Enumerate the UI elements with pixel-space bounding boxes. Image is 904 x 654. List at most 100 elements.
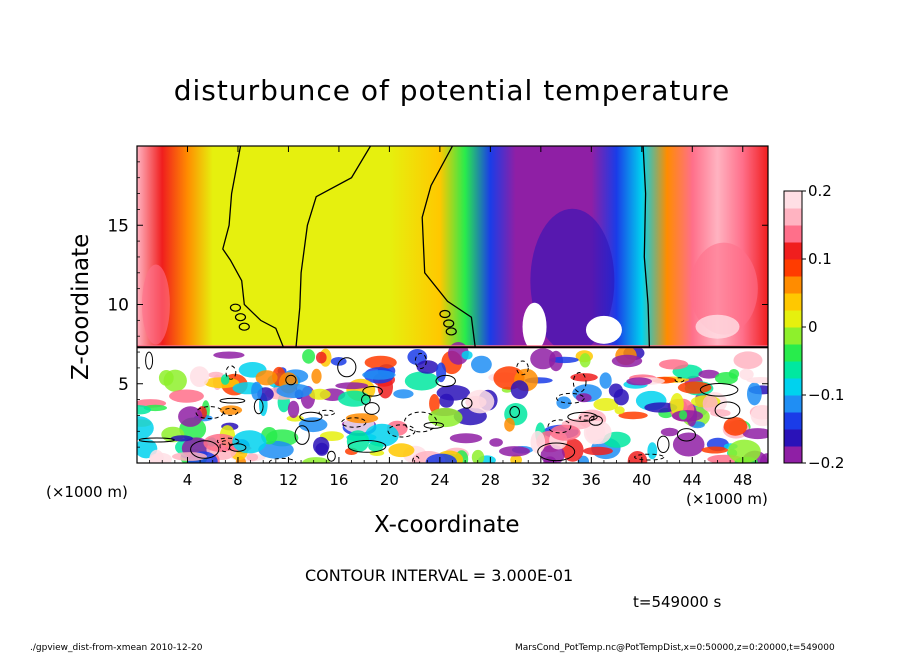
zero-contour [642,146,651,348]
boundary-layer-blob [309,388,331,400]
boundary-layer-blob [416,360,439,374]
boundary-layer-blob [583,446,613,456]
small-contour [234,313,247,322]
turbulent-contour [537,442,576,462]
boundary-layer-blob [530,430,546,454]
boundary-layer-blob [723,417,748,436]
boundary-layer-blob [583,420,606,445]
turbulent-contour [285,374,297,386]
turbulent-contour [516,360,529,376]
x-tick-label: 4 [183,471,193,489]
boundary-layer-blob [429,394,440,414]
turbulent-contour [318,409,335,416]
x-unit-label-left: (×1000 m) [46,483,128,501]
boundary-layer-blob [204,377,240,389]
boundary-layer-blob [742,428,768,440]
contour-lines [137,146,768,463]
boundary-layer-blob [670,393,684,416]
boundary-layer-blob [362,370,396,380]
boundary-layer-blob [213,351,245,359]
boundary-layer-blob [701,446,729,454]
turbulent-contour [229,443,247,452]
colorbar-band [784,344,802,362]
boundary-layer-blob [404,371,439,391]
boundary-layer-blob [698,369,720,379]
x-tick-label: 48 [733,471,752,489]
boundary-layer-blob [614,406,625,415]
pink-patch [689,242,758,335]
boundary-layer-blob [618,411,648,420]
turbulent-contour [714,401,741,419]
x-unit-label-right: (×1000 m) [686,490,768,508]
boundary-layer-blob [550,424,581,441]
time-label: t=549000 s [633,593,722,611]
x-tick-label: 32 [531,471,550,489]
boundary-layer-blob [368,441,384,452]
y-axis-label: Z-coordinate [68,233,94,380]
boundary-layer-blob [733,351,763,370]
colorbar-tick-label: 0.2 [808,182,832,200]
turbulent-contour [364,402,380,415]
boundary-layer-blob [471,355,492,374]
x-tick-label: 24 [430,471,449,489]
boundary-layer-blob [276,383,313,399]
boundary-layer-blob [727,439,761,463]
turbulent-contour [461,397,473,409]
boundary-layer-blob [316,351,327,364]
turbulent-contour [556,392,585,404]
boundary-layer-blob [489,438,503,447]
turbulent-contour [572,372,587,393]
boundary-layer-blob [246,453,259,462]
turbulent-contour [216,437,240,445]
boundary-layer-blob [599,372,612,389]
small-contour [445,327,457,336]
turbulent-contour [268,457,297,463]
colorbar-band [784,378,802,396]
boundary-layer-blob [425,453,457,463]
white-pocket [585,315,622,344]
colorbar-tick-label: 0.1 [808,250,832,268]
turbulent-contour [674,377,685,383]
turbulent-contour [509,406,521,418]
boundary-layer-blob [407,349,428,365]
turbulent-contour [362,386,383,397]
x-tick-label: 16 [329,471,348,489]
turbulent-contour [341,417,367,428]
zero-contour [421,146,476,348]
turbulent-contour [337,357,357,378]
boundary-layer-blob [750,405,768,427]
colorbar-tick-label: 0 [808,318,818,336]
small-contour [439,309,451,319]
turbulent-contour [294,425,310,445]
turbulent-contour [219,397,246,404]
boundary-layer-blob [739,368,754,381]
boundary-layer-blob [251,381,263,401]
colorbar-band [784,242,802,260]
y-tick-label: 15 [107,216,129,236]
y-axis: 5 10 15 [107,161,768,448]
boundary-layer-blob [679,410,688,420]
boundary-layer-blob [613,389,629,406]
colorbar: 0.2 0.1 0 −0.1 −0.2 [783,182,844,472]
x-tick-label: 36 [582,471,601,489]
boundary-layer-blob [471,449,485,463]
upper-field-colormap [137,146,768,348]
boundary-layer-blob [530,348,556,370]
boundary-layer-blob [364,355,397,370]
boundary-layer-blob [593,398,619,411]
colorbar-band [784,225,802,243]
colorbar-band [784,276,802,294]
boundary-layer-blob [232,430,267,454]
footer-right: MarsCond_PotTemp.nc@PotTempDist,x=0:5000… [515,643,835,653]
boundary-layer-blob [504,417,515,432]
boundary-layer-blob [170,435,193,442]
boundary-layer-blob [203,433,238,452]
turbulent-contour [225,365,237,380]
turbulent-contour [579,415,595,421]
boundary-layer-blob [461,350,473,360]
boundary-layer-blob [672,432,705,457]
turbulent-contour [699,383,739,397]
turbulent-contour [190,440,220,459]
turbulent-contour [547,419,572,434]
boundary-layer-blob [644,402,678,413]
